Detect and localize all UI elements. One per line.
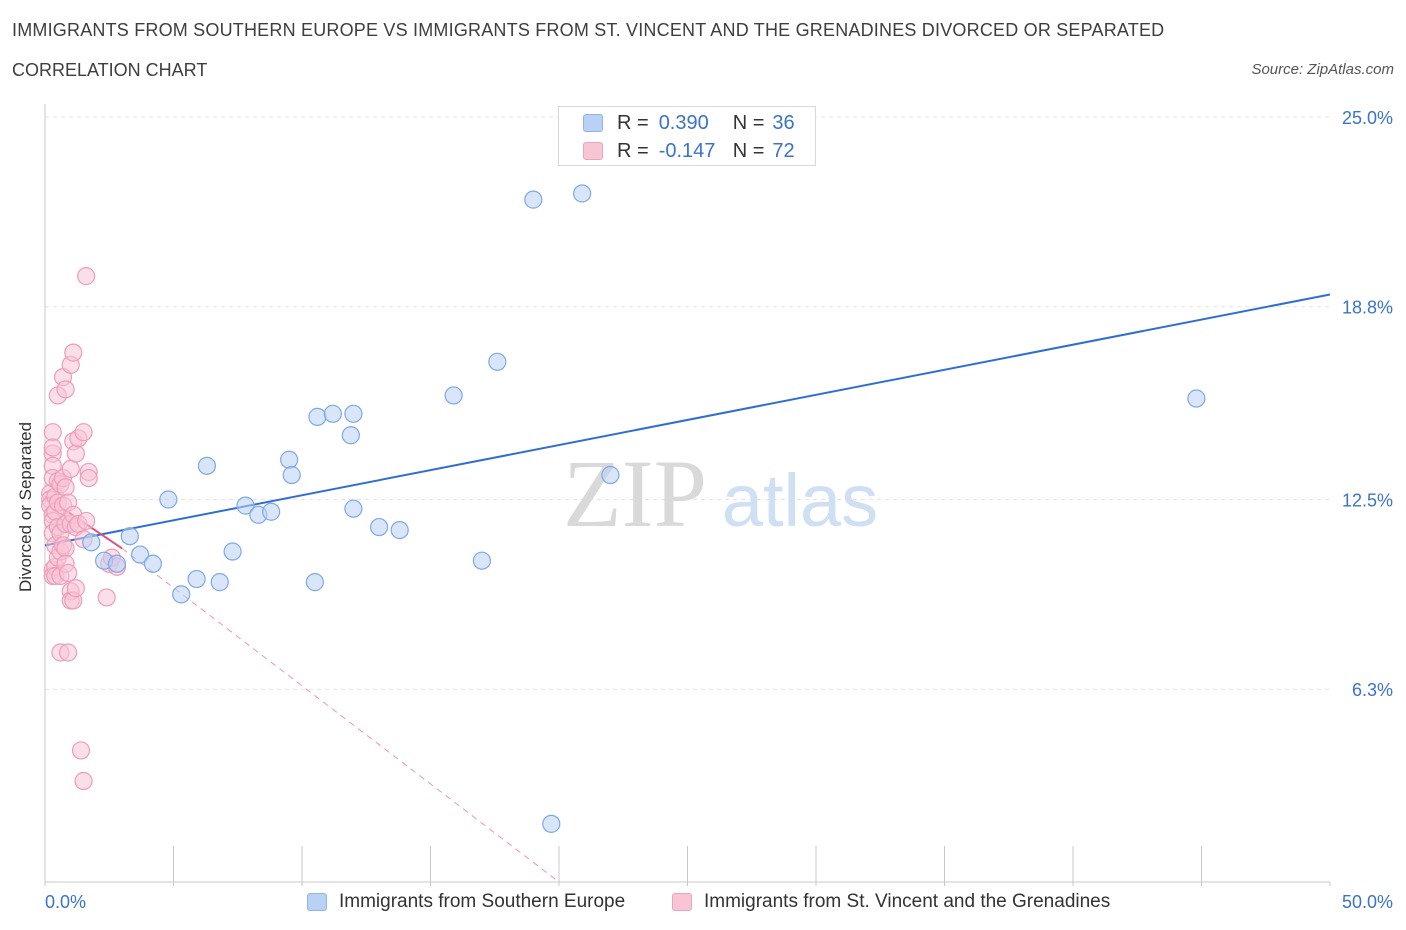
- point-st-vincent: [77, 511, 96, 531]
- point-southern-europe: [323, 404, 342, 423]
- pink-swatch-icon: [672, 893, 692, 911]
- point-st-vincent: [71, 741, 91, 760]
- watermark-atlas: atlas: [722, 459, 878, 542]
- point-st-vincent: [66, 444, 85, 463]
- blue-swatch-icon: [307, 893, 327, 911]
- watermark: ZIP atlas: [563, 440, 878, 547]
- point-st-vincent: [59, 643, 78, 662]
- pink-swatch-icon: [583, 142, 603, 160]
- point-southern-europe: [210, 573, 229, 592]
- legend-item-st-vincent[interactable]: Immigrants from St. Vincent and the Gren…: [672, 888, 1110, 916]
- point-southern-europe: [159, 490, 178, 509]
- point-southern-europe: [187, 569, 206, 589]
- stats-row-southern-europe: R = 0.390 N = 36: [583, 111, 795, 135]
- point-st-vincent: [77, 267, 96, 286]
- chart-subtitle: CORRELATION CHART: [12, 60, 208, 80]
- point-southern-europe: [344, 499, 363, 518]
- n-label: N =: [732, 139, 765, 162]
- y-tick-label: 18.8%: [1342, 298, 1393, 318]
- points-layer: [41, 184, 1206, 833]
- point-southern-europe: [197, 456, 217, 475]
- point-southern-europe: [223, 542, 242, 561]
- point-southern-europe: [488, 352, 507, 371]
- point-st-vincent: [97, 588, 116, 607]
- legend-label: Immigrants from Southern Europe: [339, 891, 626, 912]
- point-st-vincent: [43, 423, 62, 442]
- point-southern-europe: [542, 814, 561, 833]
- point-southern-europe: [370, 517, 389, 537]
- y-axis-label: Divorced or Separated: [16, 421, 35, 592]
- x-tick-label: 50.0%: [1342, 892, 1393, 912]
- chart-title: IMMIGRANTS FROM SOUTHERN EUROPE VS IMMIG…: [12, 20, 1165, 40]
- point-st-vincent: [64, 343, 83, 362]
- point-southern-europe: [573, 184, 592, 203]
- point-southern-europe: [305, 573, 324, 592]
- n-value: 72: [772, 139, 795, 162]
- grid-layer: [45, 116, 1330, 690]
- point-st-vincent: [61, 459, 80, 478]
- n-value: 36: [772, 111, 795, 134]
- legend-label: Immigrants from St. Vincent and the Gren…: [704, 891, 1111, 912]
- y-tick-label: 6.3%: [1352, 680, 1393, 700]
- n-label: N =: [732, 111, 765, 134]
- point-st-vincent: [74, 771, 93, 791]
- point-st-vincent: [43, 438, 62, 457]
- point-southern-europe: [130, 545, 150, 564]
- x-tick-label: 0.0%: [45, 892, 86, 912]
- point-southern-europe: [472, 551, 491, 570]
- r-value: -0.147: [658, 139, 716, 162]
- r-label: R =: [617, 139, 649, 162]
- point-southern-europe: [390, 520, 409, 540]
- point-southern-europe: [444, 386, 463, 405]
- trend-layer: [44, 293, 1331, 883]
- blue-swatch-icon: [583, 114, 603, 132]
- point-st-vincent: [59, 563, 78, 583]
- point-st-vincent: [56, 539, 75, 558]
- y-tick-label: 12.5%: [1342, 491, 1393, 511]
- point-southern-europe: [344, 404, 363, 423]
- r-value: 0.390: [658, 111, 709, 134]
- point-st-vincent: [79, 468, 98, 488]
- source-label: Source: ZipAtlas.com: [1251, 61, 1394, 78]
- point-st-vincent: [56, 380, 75, 399]
- point-southern-europe: [120, 527, 139, 546]
- point-southern-europe: [524, 190, 543, 209]
- r-label: R =: [617, 111, 649, 134]
- point-southern-europe: [143, 554, 163, 573]
- point-st-vincent: [74, 423, 93, 442]
- y-tick-label: 25.0%: [1342, 108, 1393, 128]
- tick-label-layer: 6.3% 12.5% 18.8% 25.0% 0.0% 50.0%: [45, 108, 1393, 912]
- point-southern-europe: [1187, 389, 1206, 408]
- trend-line-st-vincent: [121, 548, 560, 883]
- point-southern-europe: [107, 554, 127, 573]
- trend-line-southern-europe: [44, 293, 1331, 547]
- point-southern-europe: [262, 502, 281, 521]
- stats-box: R = 0.390 N = 36 R = -0.147 N = 72: [558, 106, 816, 166]
- point-southern-europe: [236, 496, 255, 515]
- point-southern-europe: [280, 450, 299, 469]
- point-southern-europe: [282, 465, 301, 485]
- point-southern-europe: [601, 465, 620, 485]
- point-southern-europe: [172, 585, 191, 604]
- point-st-vincent: [56, 478, 75, 497]
- point-southern-europe: [341, 426, 360, 445]
- watermark-zip: ZIP: [563, 440, 707, 547]
- stats-row-st-vincent: R = -0.147 N = 72: [583, 139, 795, 163]
- legend-item-southern-europe[interactable]: Immigrants from Southern Europe: [307, 888, 625, 916]
- point-southern-europe: [82, 533, 101, 552]
- point-st-vincent: [66, 579, 85, 598]
- point-southern-europe: [308, 407, 327, 426]
